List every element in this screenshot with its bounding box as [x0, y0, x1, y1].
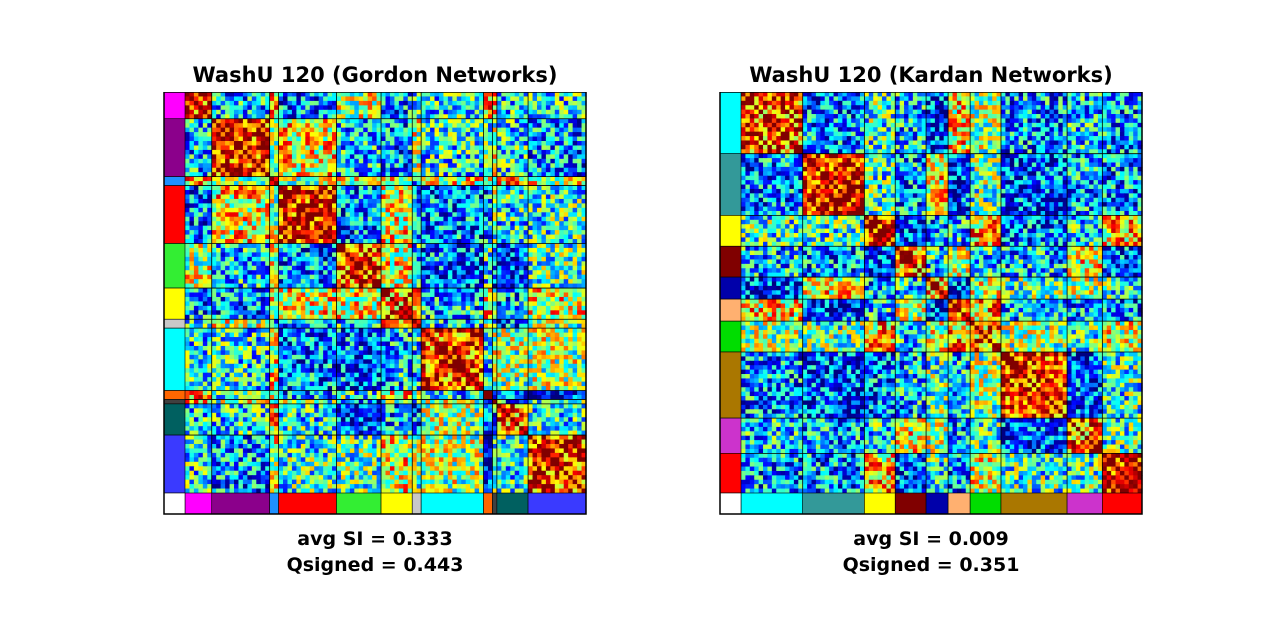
avg-si-label: avg SI = 0.333 [297, 528, 453, 550]
network-bar-bottom [864, 492, 896, 515]
network-bar-bottom [380, 492, 413, 515]
network-bar-left [163, 243, 186, 289]
network-bar-bottom [336, 492, 382, 515]
network-bar-left [163, 176, 186, 186]
network-bar-bottom [947, 492, 971, 515]
network-bar-bottom [740, 492, 803, 515]
network-color-bars [163, 92, 587, 515]
qsigned-label: Qsigned = 0.351 [842, 554, 1020, 576]
network-bar-bottom [420, 492, 484, 515]
network-bar-left [719, 417, 742, 454]
network-bar-bottom [925, 492, 949, 515]
network-bar-bottom [411, 492, 422, 515]
gordon-matrix [163, 92, 587, 515]
chart-title: WashU 120 (Kardan Networks) [749, 63, 1113, 87]
network-bar-left [163, 390, 186, 400]
matrix-frame [163, 92, 587, 515]
network-bar-left [719, 92, 742, 154]
kardan-stats: avg SI = 0.009 Qsigned = 0.351 [651, 526, 1211, 578]
network-bar-left [719, 245, 742, 278]
network-bar-left [163, 92, 186, 120]
network-bar-bottom [894, 492, 927, 515]
network-bar-left [719, 453, 742, 494]
network-bar-left [719, 215, 742, 247]
network-bar-left [719, 276, 742, 300]
network-color-bars [719, 92, 1143, 515]
module-boundaries [741, 92, 1142, 493]
network-bar-bottom [184, 492, 213, 515]
network-bar-bottom [496, 492, 529, 515]
qsigned-label: Qsigned = 0.443 [286, 554, 464, 576]
network-bar-left [719, 351, 742, 419]
avg-si-label: avg SI = 0.009 [853, 528, 1009, 550]
matrix-cells [741, 92, 1143, 494]
kardan-panel: WashU 120 (Kardan Networks) avg SI = 0.0… [651, 0, 1211, 632]
chart-title: WashU 120 (Gordon Networks) [192, 63, 558, 87]
network-bar-bottom [492, 492, 498, 515]
gordon-stats: avg SI = 0.333 Qsigned = 0.443 [95, 526, 655, 578]
network-bar-bottom [278, 492, 337, 515]
matrix-cells [185, 92, 587, 494]
network-bar-left [719, 153, 742, 216]
network-bar-bottom [802, 492, 865, 515]
network-bar-bottom [269, 492, 279, 515]
network-bar-bottom [1066, 492, 1103, 515]
network-bar-left [163, 118, 186, 177]
network-bar-left [163, 434, 186, 494]
network-bar-bottom [969, 492, 1002, 515]
network-bar-left [719, 320, 742, 353]
matrix-frame [719, 92, 1143, 515]
network-bar-left [163, 399, 186, 405]
network-bar-left [719, 298, 742, 322]
network-bar-left [163, 327, 186, 391]
kardan-matrix [719, 92, 1143, 515]
network-bar-left [163, 318, 186, 329]
network-bar-bottom [527, 492, 587, 515]
network-bar-bottom [483, 492, 493, 515]
module-boundaries [185, 92, 586, 493]
network-bar-bottom [1102, 492, 1143, 515]
network-bar-left [163, 403, 186, 436]
network-bar-left [163, 185, 186, 244]
network-bar-bottom [1000, 492, 1068, 515]
gordon-panel: WashU 120 (Gordon Networks) avg SI = 0.3… [95, 0, 655, 632]
network-bar-left [163, 287, 186, 320]
network-bar-bottom [211, 492, 270, 515]
